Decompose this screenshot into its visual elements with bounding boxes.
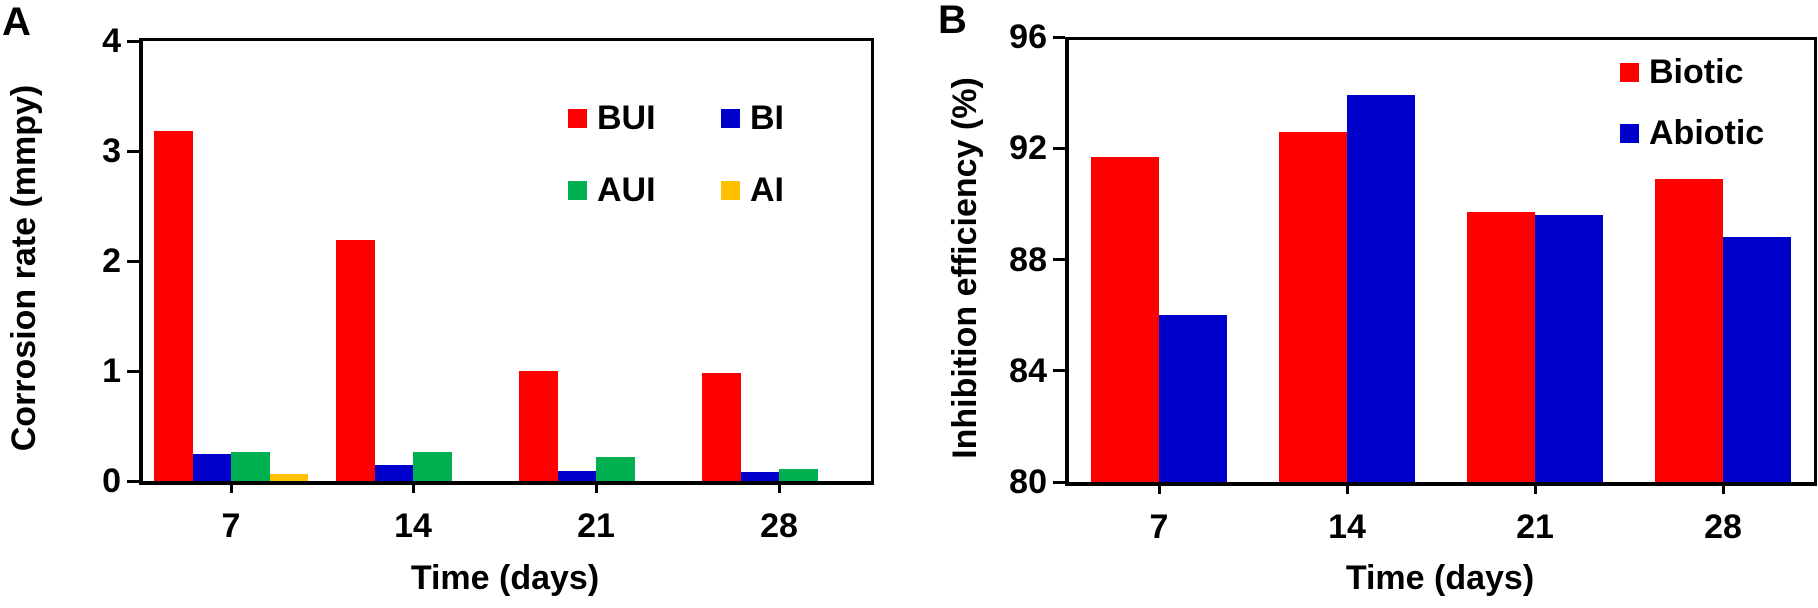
x-axis-title-a: Time (days) [410, 559, 600, 597]
bar-aui-day-7 [231, 452, 270, 481]
bar-bui-day-21 [519, 371, 558, 481]
legend-swatch [568, 108, 587, 128]
legend-swatch [1620, 123, 1639, 143]
x-tick-label: 14 [1328, 508, 1366, 546]
x-tick [1345, 482, 1349, 494]
legend-item-biotic: Biotic [1620, 54, 1743, 90]
x-tick [1721, 482, 1725, 494]
y-tick-label: 1 [102, 352, 121, 390]
y-tick-label: 0 [102, 462, 121, 500]
x-tick [411, 481, 415, 493]
bar-bi-day-14 [374, 464, 413, 481]
y-tick [127, 369, 139, 373]
y-tick-label: 96 [1009, 18, 1047, 56]
x-axis-title-b: Time (days) [1345, 559, 1535, 597]
x-tick-label: 28 [1704, 508, 1742, 546]
legend-swatch [721, 108, 740, 128]
legend-label: AI [750, 171, 784, 209]
y-tick [1053, 480, 1065, 484]
bar-aui-day-14 [413, 452, 452, 481]
legend-item-abiotic: Abiotic [1620, 115, 1764, 151]
bar-biotic-day-28 [1655, 178, 1723, 482]
legend-swatch [1620, 62, 1639, 82]
y-tick-label: 84 [1009, 351, 1047, 390]
bar-bi-day-21 [557, 471, 596, 481]
bar-bui-day-7 [154, 131, 193, 481]
bar-bui-day-14 [336, 240, 375, 481]
bar-abiotic-day-28 [1723, 237, 1791, 482]
y-tick-label: 2 [102, 242, 121, 280]
bar-bui-day-28 [702, 373, 741, 481]
bar-abiotic-day-7 [1159, 315, 1227, 482]
y-axis-title-a: Corrosion rate (mmpy) [5, 84, 43, 452]
panel-letter-b: B [938, 0, 967, 42]
legend-label: Abiotic [1649, 114, 1765, 152]
panel-letter-a: A [2, 0, 31, 44]
y-tick-label: 80 [1009, 463, 1047, 501]
plot-area-b [1065, 37, 1817, 486]
y-tick [127, 149, 139, 153]
y-tick [127, 39, 139, 43]
bar-abiotic-day-21 [1535, 215, 1603, 482]
y-tick [1053, 35, 1065, 39]
bar-aui-day-21 [596, 456, 635, 481]
y-tick-label: 92 [1009, 129, 1047, 168]
x-tick [229, 481, 233, 493]
x-tick [777, 481, 781, 493]
bar-bi-day-7 [192, 453, 231, 481]
bar-abiotic-day-14 [1347, 95, 1415, 482]
y-tick [1053, 146, 1065, 150]
y-tick-label: 4 [102, 22, 121, 60]
x-tick [1533, 482, 1537, 494]
bar-bi-day-28 [740, 472, 779, 481]
legend-item-aui: AUI [568, 172, 656, 208]
x-tick [594, 481, 598, 493]
y-tick-label: 88 [1009, 240, 1047, 279]
legend-swatch [568, 180, 587, 200]
bar-biotic-day-21 [1467, 212, 1535, 482]
legend-label: BI [750, 99, 784, 137]
y-tick [127, 259, 139, 263]
legend-item-bui: BUI [568, 100, 656, 136]
x-tick-label: 21 [577, 507, 615, 545]
legend-swatch [721, 180, 740, 200]
bar-aui-day-28 [779, 468, 818, 481]
y-tick [1053, 369, 1065, 373]
y-axis-title-b: Inhibition efficiency (%) [946, 77, 984, 459]
legend-item-bi: BI [721, 100, 784, 136]
bar-biotic-day-7 [1091, 156, 1159, 482]
x-tick-label: 21 [1516, 508, 1554, 546]
plot-area-a [139, 38, 874, 485]
y-tick-label: 3 [102, 132, 121, 170]
x-tick-label: 7 [1149, 508, 1169, 546]
y-tick [1053, 258, 1065, 261]
bar-biotic-day-14 [1279, 131, 1347, 482]
y-tick [127, 479, 139, 483]
legend-label: AUI [597, 171, 656, 209]
legend-label: BUI [597, 99, 656, 137]
x-tick-label: 14 [394, 507, 432, 545]
bar-ai-day-7 [269, 474, 308, 481]
x-tick [1157, 482, 1161, 494]
x-tick-label: 7 [221, 507, 241, 545]
legend-label: Biotic [1649, 53, 1744, 91]
legend-item-ai: AI [721, 172, 784, 208]
x-tick-label: 28 [760, 507, 798, 545]
